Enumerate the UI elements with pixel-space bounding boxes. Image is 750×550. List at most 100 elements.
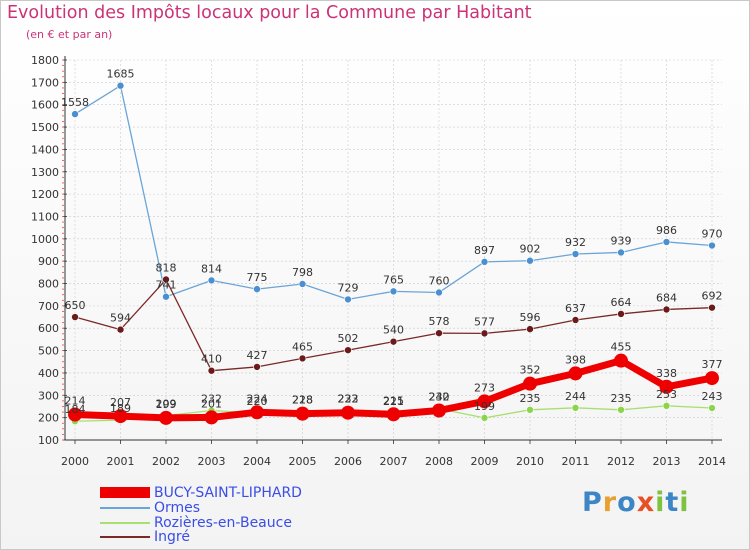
data-label: 540	[383, 324, 404, 337]
data-point-2	[617, 406, 625, 414]
y-tick-label: 900	[38, 255, 59, 268]
data-point-3	[526, 325, 534, 333]
data-label: 729	[338, 281, 359, 294]
legend-label-ormes: Ormes	[154, 500, 201, 516]
data-point-0	[341, 405, 355, 420]
y-tick-label: 1100	[31, 210, 59, 223]
data-point-3	[71, 313, 79, 321]
data-label: 224	[247, 392, 268, 405]
data-label: 199	[474, 400, 495, 413]
logo-letter: P	[582, 487, 603, 518]
data-label: 692	[702, 290, 723, 303]
data-label: 338	[656, 367, 677, 380]
x-tick-label: 2012	[607, 455, 635, 468]
data-label: 684	[656, 291, 677, 304]
data-point-2	[480, 414, 489, 422]
data-point-0	[568, 366, 583, 381]
data-label: 199	[156, 398, 177, 411]
logo-letter: i	[655, 487, 666, 518]
data-label: 596	[520, 311, 541, 324]
data-point-2	[526, 406, 534, 414]
data-label: 214	[65, 395, 86, 408]
axis-layer: 1002003004005006007008009001000110012001…	[31, 54, 726, 468]
logo-letter: r	[602, 487, 618, 518]
data-point-1	[116, 81, 125, 90]
data-point-2	[708, 404, 716, 412]
data-point-1	[662, 238, 671, 246]
data-label: 814	[201, 262, 222, 275]
data-label: 939	[611, 234, 632, 247]
y-tick-label: 1000	[31, 233, 59, 246]
data-point-0	[204, 410, 219, 425]
data-point-0	[113, 409, 128, 424]
data-label: 650	[65, 299, 86, 312]
data-point-3	[435, 329, 443, 337]
x-tick-label: 2003	[198, 455, 226, 468]
data-point-1	[162, 292, 170, 301]
data-label: 228	[292, 393, 313, 406]
data-point-3	[207, 366, 216, 375]
data-label: 577	[474, 315, 495, 328]
data-label: 1558	[61, 96, 89, 109]
data-point-1	[571, 250, 580, 258]
logo-letter: o	[617, 487, 637, 518]
data-label-layer: 184 189 209 232 220 228 233 221 240 199 235 244 235 2…	[61, 68, 723, 417]
data-label: 221	[383, 395, 404, 408]
data-point-0	[68, 407, 82, 422]
y-tick-label: 600	[38, 322, 59, 335]
x-tick-label: 2004	[243, 455, 271, 468]
data-label: 760	[429, 274, 450, 287]
data-label: 410	[201, 353, 222, 366]
y-tick-label: 1200	[31, 188, 59, 201]
data-point-3	[162, 275, 170, 284]
data-point-1	[207, 276, 216, 285]
y-tick-label: 200	[38, 412, 59, 425]
data-point-1	[526, 256, 534, 265]
y-tick-label: 1400	[31, 143, 59, 156]
y-tick-label: 400	[38, 367, 59, 380]
data-label: 232	[201, 392, 222, 405]
x-tick-label: 2010	[516, 455, 544, 468]
data-point-1	[389, 287, 398, 296]
chart-subtitle: (en € et par an)	[26, 28, 113, 41]
data-point-3	[253, 363, 261, 371]
data-label: 932	[565, 236, 586, 249]
data-label: 201	[201, 397, 222, 410]
data-point-1	[480, 258, 489, 266]
y-tick-label: 700	[38, 300, 59, 313]
chart-title: Evolution des Impôts locaux pour la Comm…	[7, 3, 532, 23]
data-point-1	[298, 280, 307, 288]
data-label: 902	[520, 243, 541, 256]
data-point-3	[617, 310, 625, 318]
y-tick-label: 100	[38, 434, 59, 447]
data-point-2	[571, 404, 580, 412]
data-point-0	[295, 406, 310, 421]
data-label: 184	[65, 403, 86, 416]
data-label: 273	[474, 381, 495, 394]
data-label: 244	[565, 390, 586, 403]
data-point-0	[705, 371, 719, 386]
data-point-3	[298, 354, 307, 363]
data-point-3	[662, 305, 671, 314]
logo-letter: x	[636, 487, 656, 518]
data-point-0	[614, 353, 628, 368]
data-label: 502	[338, 332, 359, 345]
x-tick-label: 2005	[289, 455, 317, 468]
data-label: 235	[611, 392, 632, 405]
data-label: 897	[474, 244, 495, 257]
grid-layer	[65, 59, 722, 441]
legend-swatch-ingre	[100, 536, 150, 538]
data-point-1	[435, 288, 443, 297]
data-point-1	[71, 110, 79, 118]
x-tick-label: 2006	[334, 455, 362, 468]
data-point-0	[432, 403, 446, 418]
x-tick-label: 2001	[107, 455, 135, 468]
data-point-3	[480, 329, 489, 338]
legend-swatch-rozieres	[100, 522, 150, 524]
proxiti-logo: Proxiti	[582, 487, 690, 518]
data-label: 209	[156, 398, 177, 411]
legend-swatch-bucy	[100, 487, 150, 498]
y-tick-label: 800	[38, 278, 59, 291]
